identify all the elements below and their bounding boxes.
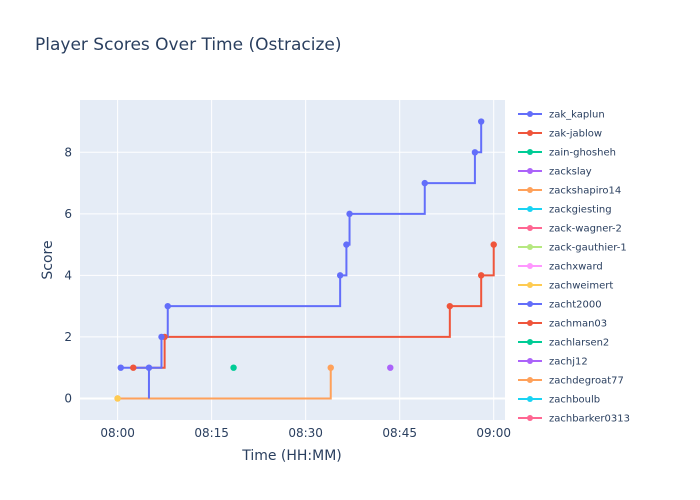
legend-item-zack-gauthier-1[interactable]: zack-gauthier-1 bbox=[518, 243, 627, 254]
legend-item-zachman03[interactable]: zachman03 bbox=[518, 319, 607, 330]
legend-label: zak_kaplun bbox=[549, 110, 605, 121]
legend-item-zain-ghosheh[interactable]: zain-ghosheh bbox=[518, 148, 616, 159]
data-point-zachweimert[interactable] bbox=[114, 395, 121, 402]
y-tick-label: 4 bbox=[64, 268, 72, 282]
legend-marker bbox=[527, 301, 533, 307]
legend-item-zack-wagner-2[interactable]: zack-wagner-2 bbox=[518, 224, 622, 235]
legend-item-zak_kaplun[interactable]: zak_kaplun bbox=[518, 110, 605, 121]
data-point-zak_kaplun[interactable] bbox=[117, 364, 124, 371]
x-tick-label: 09:00 bbox=[476, 426, 511, 440]
legend-label: zack-wagner-2 bbox=[549, 224, 622, 235]
legend-label: zachweimert bbox=[549, 281, 613, 292]
legend-marker bbox=[527, 396, 533, 402]
legend[interactable]: zak_kaplun zak-jablow zain-ghosheh zackslay… bbox=[518, 110, 630, 425]
data-point-zak-jablow[interactable] bbox=[477, 272, 485, 279]
legend-marker bbox=[527, 282, 533, 288]
legend-label: zachboulb bbox=[549, 395, 600, 406]
legend-label: zachdegroat77 bbox=[549, 376, 624, 387]
legend-label: zack-gauthier-1 bbox=[549, 243, 627, 254]
data-point-zak_kaplun[interactable] bbox=[421, 179, 428, 187]
data-point-zackslay[interactable] bbox=[387, 364, 394, 371]
legend-item-zacht2000[interactable]: zacht2000 bbox=[518, 300, 602, 311]
legend-marker bbox=[527, 244, 533, 250]
legend-label: zain-ghosheh bbox=[549, 148, 616, 159]
legend-marker bbox=[527, 415, 533, 421]
legend-item-zackgiesting[interactable]: zackgiesting bbox=[518, 205, 612, 216]
x-axis-title: Time (HH:MM) bbox=[241, 448, 342, 464]
data-point-zak_kaplun[interactable] bbox=[164, 302, 171, 310]
data-point-zak_kaplun[interactable] bbox=[336, 272, 344, 279]
y-tick-label: 8 bbox=[64, 145, 72, 159]
legend-marker bbox=[527, 377, 533, 383]
legend-item-zachj12[interactable]: zachj12 bbox=[518, 357, 588, 368]
legend-marker bbox=[527, 320, 533, 326]
legend-label: zak-jablow bbox=[549, 129, 602, 140]
legend-item-zachdegroat77[interactable]: zachdegroat77 bbox=[518, 376, 624, 387]
plot-background bbox=[80, 100, 505, 420]
legend-label: zackslay bbox=[549, 167, 592, 178]
legend-item-zachboulb[interactable]: zachboulb bbox=[518, 395, 600, 406]
legend-marker bbox=[527, 149, 533, 155]
y-tick-label: 2 bbox=[64, 330, 72, 344]
legend-label: zachlarsen2 bbox=[549, 338, 609, 349]
legend-label: zacht2000 bbox=[549, 300, 602, 311]
legend-label: zackshapiro14 bbox=[549, 186, 621, 197]
legend-marker bbox=[527, 225, 533, 231]
data-point-zak_kaplun[interactable] bbox=[343, 241, 350, 248]
data-point-zain-ghosheh[interactable] bbox=[230, 364, 237, 371]
legend-label: zackgiesting bbox=[549, 205, 612, 216]
data-point-zak-jablow[interactable] bbox=[446, 302, 454, 310]
legend-label: zachman03 bbox=[549, 319, 607, 330]
data-point-zak_kaplun[interactable] bbox=[477, 118, 485, 125]
x-tick-label: 08:15 bbox=[194, 426, 229, 440]
legend-marker bbox=[527, 263, 533, 269]
data-point-zak_kaplun[interactable] bbox=[471, 149, 479, 156]
legend-item-zackshapiro14[interactable]: zackshapiro14 bbox=[518, 186, 621, 197]
plot-area: 08:00 08:15 08:30 08:45 09:00 0 2 4 6 8 bbox=[64, 100, 511, 440]
x-tick-label: 08:30 bbox=[288, 426, 323, 440]
x-tick-label: 08:00 bbox=[100, 426, 135, 440]
chart-title: Player Scores Over Time (Ostracize) bbox=[35, 35, 342, 55]
legend-marker bbox=[527, 187, 533, 193]
y-axis-title: Score bbox=[40, 240, 56, 279]
data-point-zak-jablow[interactable] bbox=[490, 241, 497, 248]
legend-marker bbox=[527, 358, 533, 364]
data-point-zackshapiro14[interactable] bbox=[327, 364, 334, 371]
legend-item-zackslay[interactable]: zackslay bbox=[518, 167, 592, 178]
legend-item-zachxward[interactable]: zachxward bbox=[518, 262, 603, 273]
legend-marker bbox=[527, 111, 533, 117]
legend-label: zachxward bbox=[549, 262, 603, 273]
legend-item-zachweimert[interactable]: zachweimert bbox=[518, 281, 613, 292]
legend-marker bbox=[527, 168, 533, 174]
y-tick-label: 6 bbox=[64, 207, 72, 221]
legend-marker bbox=[527, 339, 533, 345]
data-point-zak_kaplun[interactable] bbox=[145, 364, 153, 371]
legend-marker bbox=[527, 206, 533, 212]
y-tick-label: 0 bbox=[64, 391, 72, 405]
legend-label: zachj12 bbox=[549, 357, 588, 368]
data-point-zak_kaplun[interactable] bbox=[158, 333, 165, 341]
x-tick-label: 08:45 bbox=[382, 426, 417, 440]
data-point-zak-jablow[interactable] bbox=[130, 364, 137, 371]
legend-item-zak-jablow[interactable]: zak-jablow bbox=[518, 129, 602, 140]
legend-item-zachlarsen2[interactable]: zachlarsen2 bbox=[518, 338, 609, 349]
data-point-zak_kaplun[interactable] bbox=[346, 210, 353, 218]
legend-label: zachbarker0313 bbox=[549, 414, 630, 425]
legend-item-zachbarker0313[interactable]: zachbarker0313 bbox=[518, 414, 630, 425]
legend-marker bbox=[527, 130, 533, 136]
series-line-zackshapiro14 bbox=[117, 367, 332, 400]
